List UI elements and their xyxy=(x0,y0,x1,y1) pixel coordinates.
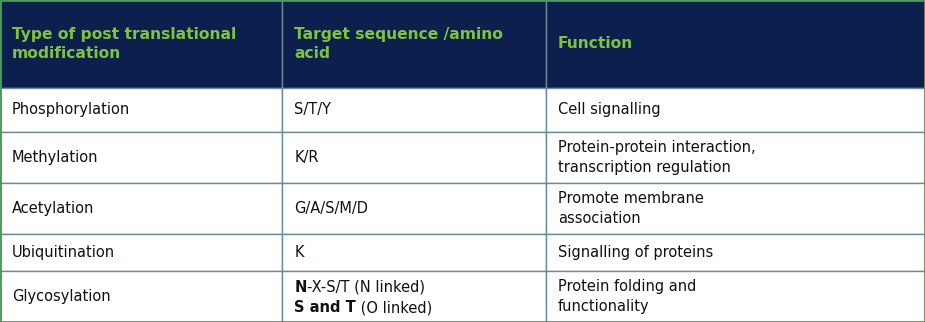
Text: Glycosylation: Glycosylation xyxy=(12,289,111,304)
Text: Promote membrane
association: Promote membrane association xyxy=(558,191,704,226)
Text: S and T: S and T xyxy=(294,300,356,315)
Text: G/A/S/M/D: G/A/S/M/D xyxy=(294,201,368,216)
Bar xyxy=(0,88,282,132)
Text: K: K xyxy=(294,245,303,260)
Text: Protein-protein interaction,
transcription regulation: Protein-protein interaction, transcripti… xyxy=(558,140,756,175)
Bar xyxy=(546,132,925,183)
Bar xyxy=(282,132,546,183)
Bar xyxy=(0,270,282,322)
Bar xyxy=(546,0,925,88)
Bar xyxy=(0,0,282,88)
Text: Function: Function xyxy=(558,36,633,52)
Text: Type of post translational
modification: Type of post translational modification xyxy=(12,27,236,61)
Text: S/T/Y: S/T/Y xyxy=(294,102,331,117)
Bar xyxy=(546,183,925,234)
Text: Cell signalling: Cell signalling xyxy=(558,102,660,117)
Text: -X-S/T (N linked): -X-S/T (N linked) xyxy=(306,279,425,295)
Text: (O linked): (O linked) xyxy=(356,300,432,315)
Bar xyxy=(282,88,546,132)
Text: Target sequence /amino
acid: Target sequence /amino acid xyxy=(294,27,503,61)
Bar xyxy=(282,0,546,88)
Text: K/R: K/R xyxy=(294,150,318,165)
Text: Signalling of proteins: Signalling of proteins xyxy=(558,245,713,260)
Bar xyxy=(0,234,282,270)
Bar xyxy=(546,234,925,270)
Bar xyxy=(282,234,546,270)
Text: N: N xyxy=(294,279,306,295)
Text: Phosphorylation: Phosphorylation xyxy=(12,102,130,117)
Text: Acetylation: Acetylation xyxy=(12,201,94,216)
Text: Ubiquitination: Ubiquitination xyxy=(12,245,115,260)
Text: Methylation: Methylation xyxy=(12,150,99,165)
Bar xyxy=(282,183,546,234)
Bar xyxy=(282,270,546,322)
Text: Protein folding and
functionality: Protein folding and functionality xyxy=(558,279,697,314)
Bar xyxy=(546,88,925,132)
Bar xyxy=(0,183,282,234)
Bar xyxy=(0,132,282,183)
Bar xyxy=(546,270,925,322)
